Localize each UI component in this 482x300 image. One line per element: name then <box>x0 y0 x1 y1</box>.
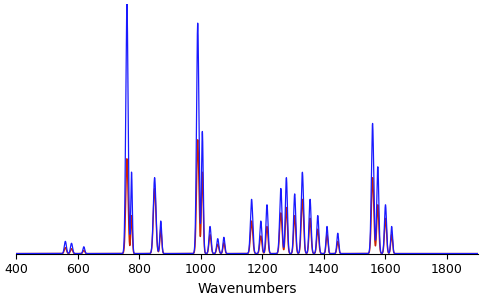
X-axis label: Wavenumbers: Wavenumbers <box>197 282 297 296</box>
